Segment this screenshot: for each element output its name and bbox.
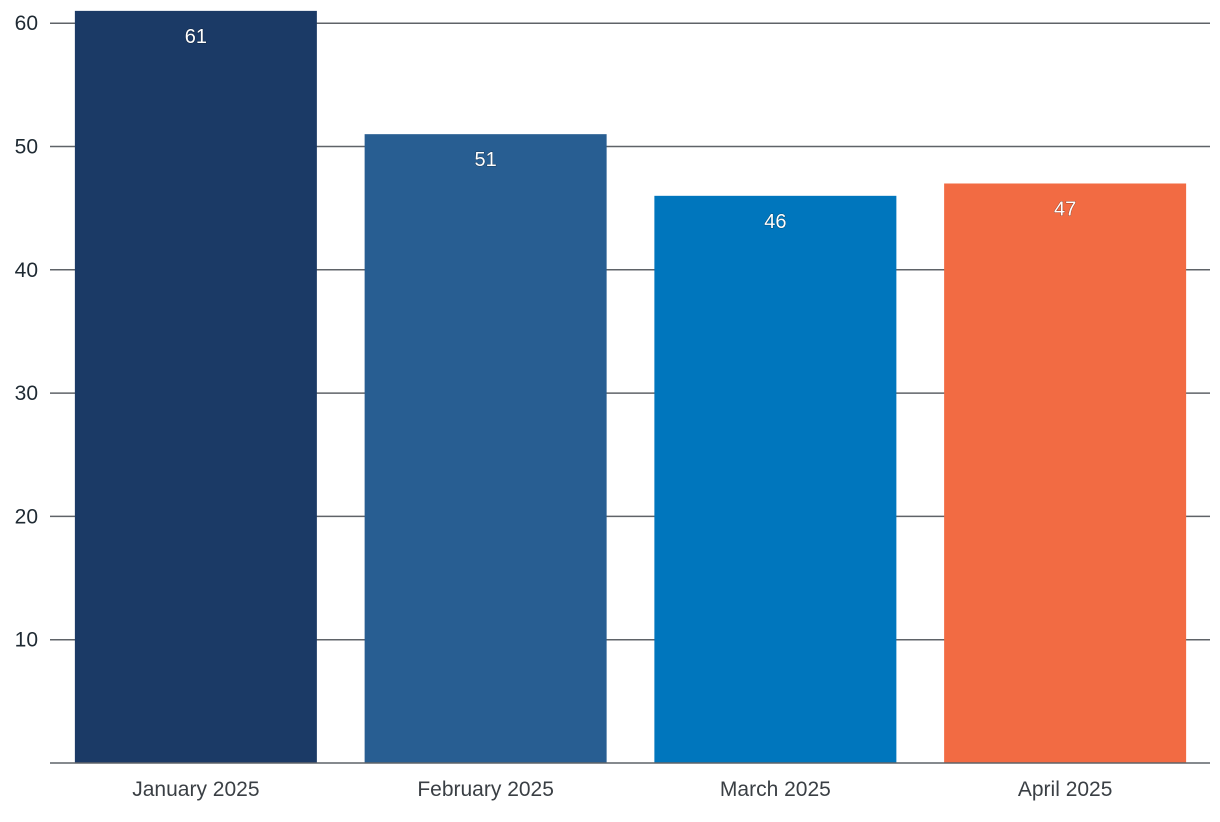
- y-axis-ticks: 10 20 30 40 50 60: [15, 12, 38, 652]
- data-label-2: 51: [475, 149, 497, 171]
- bar-1: [74, 10, 317, 764]
- x-tick-label-2: February 2025: [417, 778, 554, 801]
- data-label-1: 61: [185, 26, 207, 48]
- y-tick-label-30: 30: [15, 382, 38, 405]
- data-labels: 61 51 46 47: [184, 25, 1077, 233]
- y-tick-label-20: 20: [15, 505, 38, 528]
- bar-4: [944, 183, 1187, 764]
- data-label-4: 47: [1054, 198, 1076, 220]
- bar-3: [654, 195, 897, 763]
- x-tick-label-1: January 2025: [132, 778, 259, 801]
- y-tick-label-60: 60: [15, 12, 38, 35]
- bars: [74, 10, 1187, 764]
- y-tick-label-10: 10: [15, 629, 38, 652]
- x-tick-label-3: March 2025: [720, 778, 831, 801]
- y-tick-label-50: 50: [15, 136, 38, 159]
- x-axis-labels: January 2025 February 2025 March 2025 April…: [132, 778, 1112, 801]
- x-tick-label-4: April 2025: [1018, 778, 1113, 801]
- data-label-3: 46: [764, 211, 786, 233]
- y-tick-label-40: 40: [15, 259, 38, 282]
- bar-2: [364, 134, 607, 764]
